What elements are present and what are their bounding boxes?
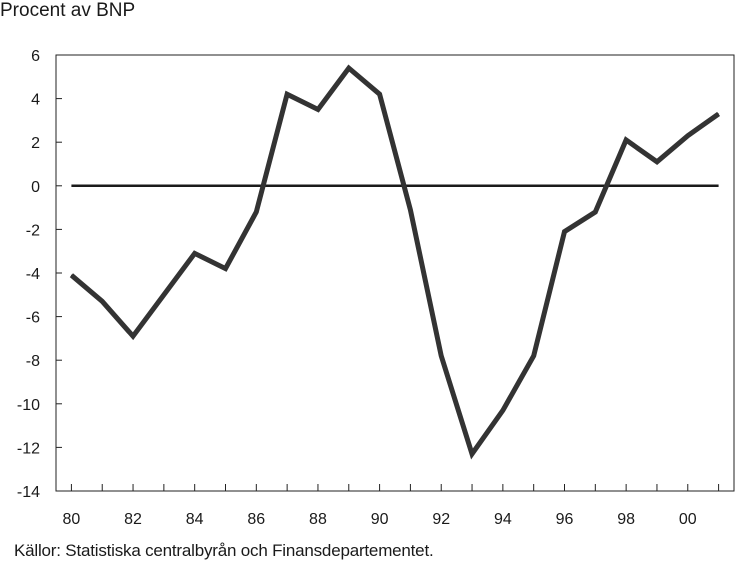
data-point — [594, 211, 596, 213]
data-point — [163, 294, 165, 296]
x-tick-label: 96 — [556, 511, 574, 528]
x-tick-label: 88 — [309, 511, 327, 528]
y-tick-label: 0 — [31, 179, 40, 196]
x-axis: 80 82 84 86 88 90 92 94 96 98 00 — [63, 484, 720, 528]
data-point — [225, 268, 226, 270]
data-point — [255, 211, 257, 213]
series-group — [69, 64, 721, 460]
source-note: Källor: Statistiska centralbyrån och Fin… — [14, 541, 434, 560]
y-axis: 6 4 2 0 -2 -4 -6 -8 -10 -12 -14 — [17, 48, 62, 501]
y-tick-label: -8 — [26, 353, 40, 370]
y-tick-label: 6 — [31, 48, 40, 65]
data-point — [317, 109, 319, 110]
data-point — [379, 93, 381, 95]
y-tick-label: -2 — [26, 222, 40, 239]
plot-frame — [55, 54, 735, 492]
data-point — [70, 274, 72, 276]
y-tick-label: -12 — [17, 440, 40, 457]
y-tick-label: -4 — [26, 266, 40, 283]
data-point — [718, 113, 720, 115]
data-point — [409, 209, 411, 211]
data-point — [101, 300, 103, 302]
series-line — [69, 64, 721, 460]
data-point — [687, 135, 689, 137]
data-point — [656, 161, 658, 163]
x-tick-label: 00 — [679, 511, 697, 528]
x-tick-label: 98 — [617, 511, 635, 528]
x-tick-label: 84 — [186, 511, 204, 528]
x-tick-label: 94 — [494, 511, 512, 528]
y-tick-label: 4 — [31, 92, 40, 109]
data-point — [286, 93, 288, 95]
y-axis-label: Procent av BNP — [0, 0, 136, 21]
data-point — [440, 355, 442, 357]
data-point — [348, 67, 350, 69]
y-tick-label: -14 — [17, 484, 40, 501]
y-tick-label: -10 — [17, 397, 40, 414]
x-tick-label: 90 — [371, 511, 389, 528]
x-tick-label: 92 — [432, 511, 450, 528]
data-point — [194, 252, 196, 254]
x-tick-label: 86 — [247, 511, 265, 528]
data-point — [533, 355, 535, 357]
y-tick-label: 2 — [31, 135, 40, 152]
data-point — [132, 335, 134, 337]
data-point — [625, 139, 627, 141]
data-point — [502, 409, 504, 411]
data-point — [564, 231, 565, 233]
data-point — [471, 453, 473, 455]
x-tick-label: 80 — [63, 511, 81, 528]
x-tick-label: 82 — [124, 511, 142, 528]
y-tick-label: -6 — [26, 310, 40, 327]
